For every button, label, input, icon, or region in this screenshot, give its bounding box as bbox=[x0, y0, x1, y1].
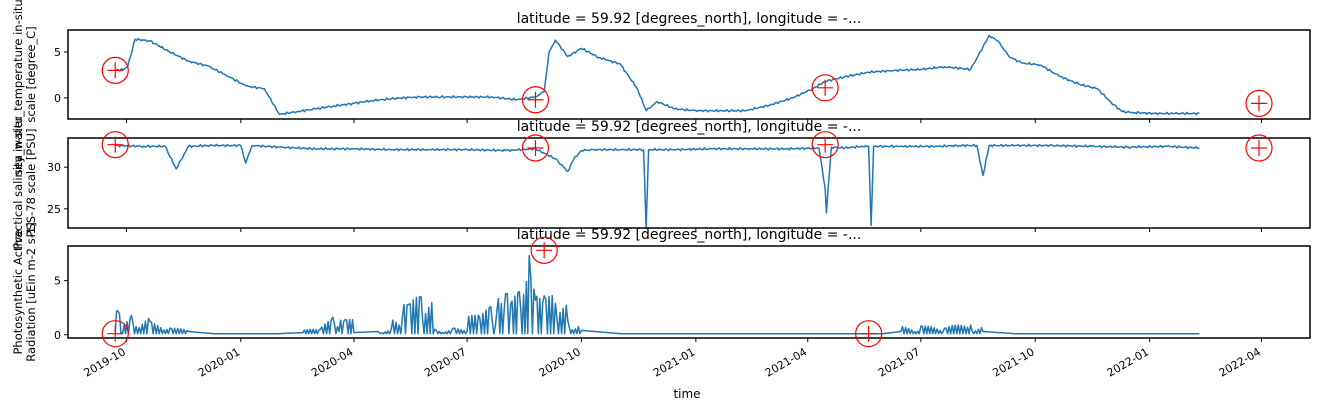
x-tick-label: 2020-10 bbox=[537, 345, 583, 379]
x-tick-label: 2021-10 bbox=[990, 345, 1036, 379]
y-axis-label: PSS-78 scale [PSU] bbox=[24, 129, 38, 238]
marker-circle bbox=[521, 134, 550, 162]
marker-circle bbox=[1245, 89, 1273, 118]
marker-circle bbox=[101, 131, 129, 159]
axes-frame bbox=[67, 137, 1311, 229]
y-axis-label: scale [degree_C] bbox=[24, 26, 38, 122]
temperature-panel: latitude = 59.92 [degrees_north], longit… bbox=[11, 0, 1311, 175]
x-tick-label: 2021-04 bbox=[763, 345, 809, 379]
x-tick-label: 2020-07 bbox=[422, 345, 468, 379]
marker-circle bbox=[530, 236, 558, 264]
y-tick-label: 25 bbox=[47, 203, 61, 216]
x-axis-label: time bbox=[673, 387, 700, 401]
marker-circle bbox=[101, 56, 129, 84]
y-tick-label: 0 bbox=[54, 92, 61, 105]
series-line bbox=[114, 34, 1200, 116]
y-tick-label: 0 bbox=[54, 329, 61, 342]
axes-frame bbox=[67, 245, 1311, 339]
x-tick-label: 2022-04 bbox=[1217, 345, 1263, 379]
x-tick-label: 2020-01 bbox=[196, 345, 242, 379]
marker-circle bbox=[521, 86, 550, 114]
panel-title: latitude = 59.92 [degrees_north], longit… bbox=[517, 11, 862, 27]
y-axis-label: Photosynthetic Active bbox=[11, 229, 25, 354]
y-tick-label: 5 bbox=[54, 275, 61, 288]
panel-title: latitude = 59.92 [degrees_north], longit… bbox=[517, 227, 862, 243]
marker-circle bbox=[1245, 134, 1273, 162]
panel-title: latitude = 59.92 [degrees_north], longit… bbox=[517, 119, 862, 135]
series-line bbox=[115, 143, 1200, 229]
par-panel: latitude = 59.92 [degrees_north], longit… bbox=[11, 222, 1311, 380]
x-tick-label: 2022-01 bbox=[1105, 345, 1151, 379]
x-tick-label: 2020-04 bbox=[309, 345, 355, 379]
x-tick-label: 2019-10 bbox=[82, 345, 128, 379]
y-axis-label: sea_water_temperature in-situ ITS- bbox=[11, 0, 25, 175]
marker-circle bbox=[855, 320, 883, 348]
axes-frame bbox=[67, 29, 1311, 120]
salinity-panel: latitude = 59.92 [degrees_north], longit… bbox=[11, 116, 1311, 250]
marker-circle bbox=[811, 74, 839, 102]
x-tick-label: 2021-01 bbox=[651, 345, 697, 379]
series-line bbox=[114, 254, 1200, 335]
y-tick-label: 30 bbox=[47, 161, 61, 174]
y-tick-label: 5 bbox=[54, 46, 61, 59]
marker-circle bbox=[101, 320, 129, 348]
x-tick-label: 2021-07 bbox=[876, 345, 922, 379]
marker-circle bbox=[811, 131, 839, 159]
y-axis-label: Practical salinity in-situ bbox=[11, 116, 25, 249]
y-axis-label: Radiation [uEin m-2 s-1] bbox=[24, 222, 38, 361]
